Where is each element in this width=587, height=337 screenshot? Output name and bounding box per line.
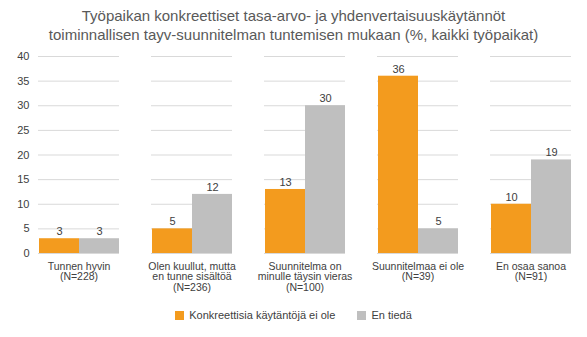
svg-text:Suunnitelmaa ei ole(N=39): Suunnitelmaa ei ole(N=39) xyxy=(372,260,464,283)
svg-text:0: 0 xyxy=(23,247,29,259)
svg-text:10: 10 xyxy=(505,191,517,203)
svg-text:15: 15 xyxy=(17,173,29,185)
svg-text:Suunnitelma onminulle täysin v: Suunnitelma onminulle täysin vieras(N=10… xyxy=(258,260,353,293)
svg-text:En osaa sanoa(N=91): En osaa sanoa(N=91) xyxy=(496,260,566,283)
svg-text:30: 30 xyxy=(319,92,331,104)
svg-text:36: 36 xyxy=(392,63,404,75)
svg-text:Tunnen hyvin(N=228): Tunnen hyvin(N=228) xyxy=(48,260,111,283)
svg-text:13: 13 xyxy=(279,176,291,188)
svg-text:10: 10 xyxy=(17,198,29,210)
svg-text:5: 5 xyxy=(435,215,441,227)
svg-text:40: 40 xyxy=(17,50,29,62)
svg-text:30: 30 xyxy=(17,99,29,111)
html-text:En tiedä: En tiedä xyxy=(371,309,412,321)
svg-text:20: 20 xyxy=(17,149,29,161)
svg-text:3: 3 xyxy=(56,225,62,237)
svg-text:5: 5 xyxy=(23,222,29,234)
html-text:Konkreettisia käytäntöjä ei ol: Konkreettisia käytäntöjä ei ole xyxy=(189,309,336,321)
svg-text:3: 3 xyxy=(96,225,102,237)
html-text:Työpaikan konkreettiset tasa-a: Työpaikan konkreettiset tasa-arvo- ja yh… xyxy=(48,7,539,43)
svg-text:35: 35 xyxy=(17,75,29,87)
svg-text:19: 19 xyxy=(545,146,557,158)
svg-text:12: 12 xyxy=(206,181,218,193)
svg-text:25: 25 xyxy=(17,124,29,136)
svg-text:5: 5 xyxy=(169,215,175,227)
svg-text:Olen kuullut, muttaen tunne si: Olen kuullut, muttaen tunne sisältöä(N=2… xyxy=(148,260,236,293)
